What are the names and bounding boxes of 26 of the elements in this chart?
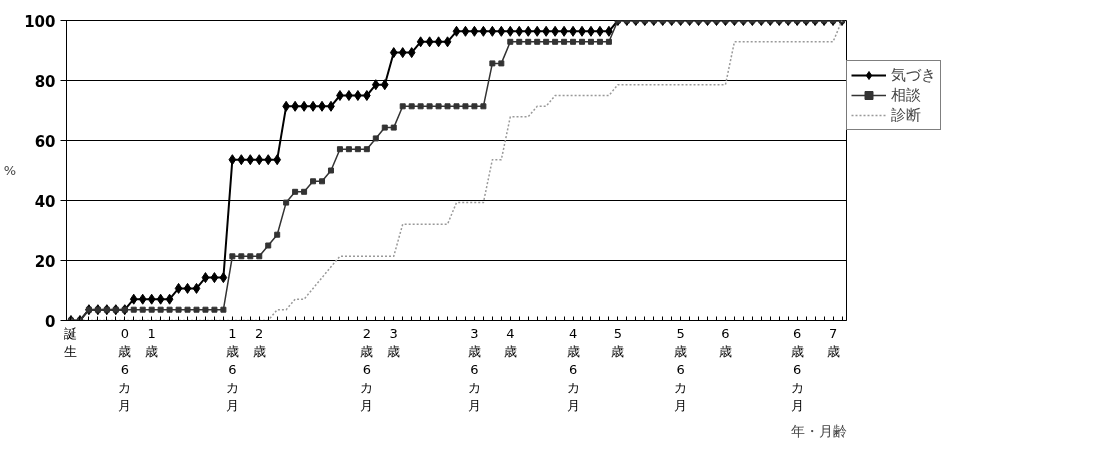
y-tick-label: 60	[34, 132, 56, 151]
x-tick-label: 2歳	[252, 325, 266, 359]
x-tick-label: 4歳	[503, 325, 517, 359]
y-tick-label: 0	[45, 312, 56, 331]
y-axis-title: %	[3, 163, 17, 178]
x-tick-label: 誕生	[64, 325, 78, 359]
x-tick-label: 6歳6カ月	[790, 325, 804, 413]
x-tick-label: 3歳6カ月	[467, 325, 481, 413]
y-tick-label: 100	[24, 12, 56, 31]
x-axis-title: 年・月齢	[790, 422, 847, 439]
x-tick-label: 2歳6カ月	[360, 325, 374, 413]
x-tick-label: 4歳6カ月	[566, 325, 580, 413]
legend-label: 診断	[891, 105, 921, 125]
y-tick-label: 40	[34, 192, 56, 211]
legend-label: 相談	[891, 85, 921, 105]
y-tick-label: 20	[34, 252, 56, 271]
x-tick-label: 6歳	[718, 325, 732, 359]
x-tick-label: 5歳	[611, 325, 625, 359]
x-tick-label: 1歳	[145, 325, 159, 359]
x-tick-label: 5歳6カ月	[674, 325, 688, 413]
x-tick-label: 7歳	[826, 325, 840, 359]
x-tick-label: 1歳6カ月	[225, 325, 239, 413]
x-tick-label: 3歳	[387, 325, 401, 359]
legend-label: 気づき	[891, 65, 936, 85]
y-tick-label: 80	[34, 72, 56, 91]
x-tick-label: 0歳6カ月	[118, 325, 132, 413]
